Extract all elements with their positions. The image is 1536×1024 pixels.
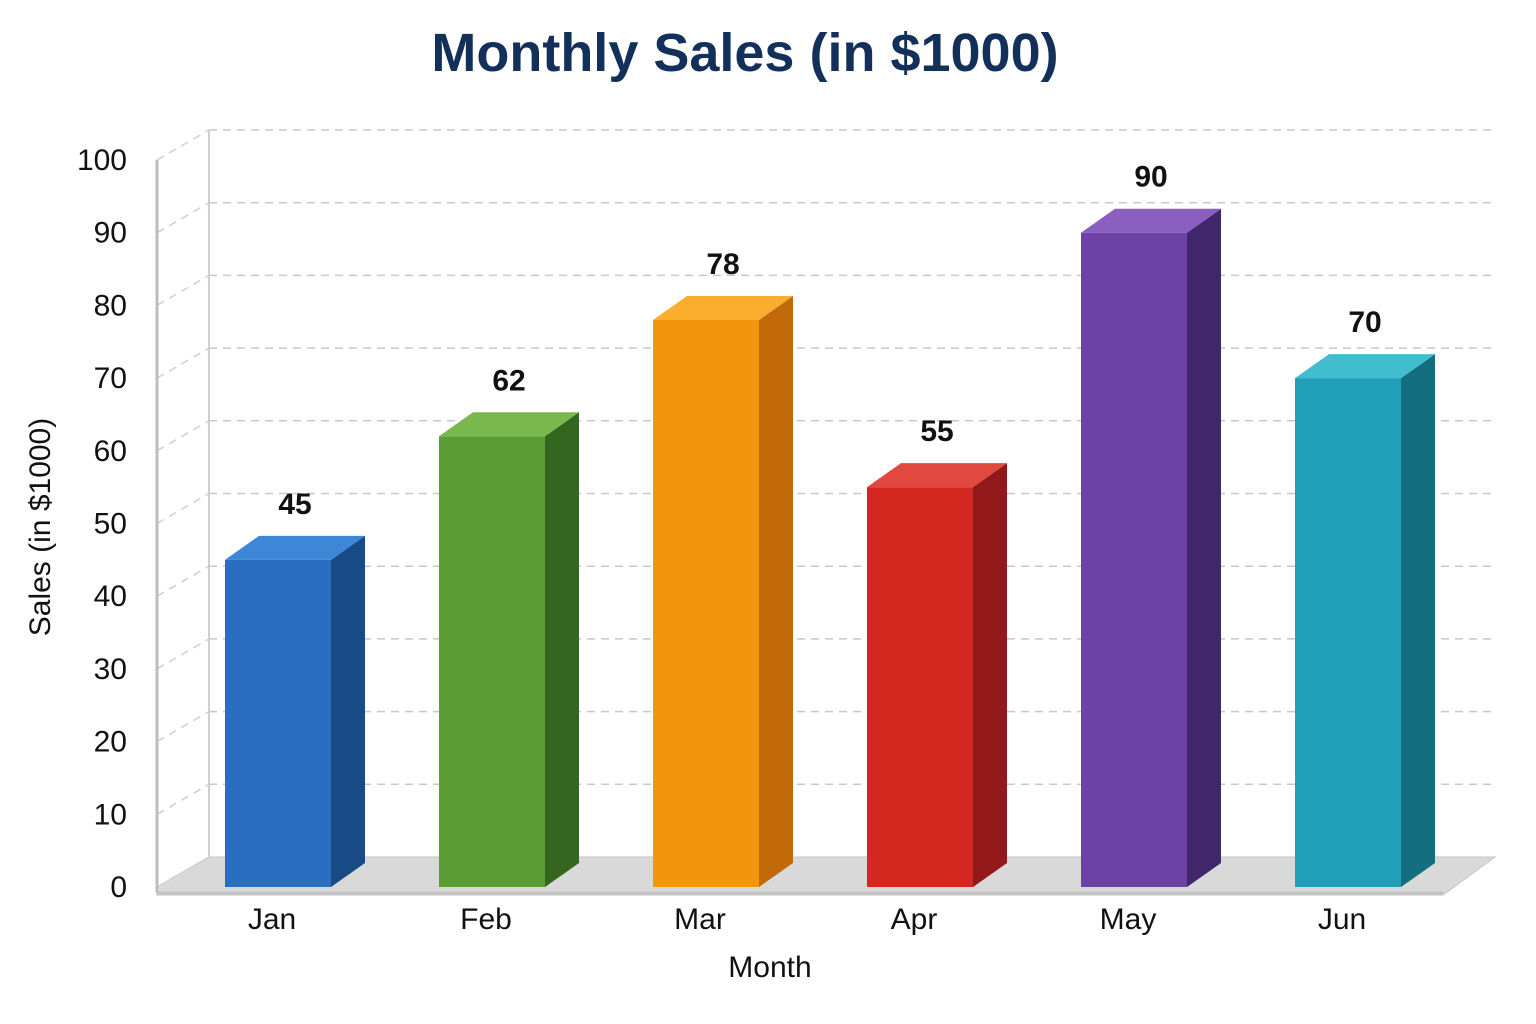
y-axis-title: Sales (in $1000) xyxy=(24,418,57,636)
data-label: 62 xyxy=(492,364,525,397)
x-tick-label: May xyxy=(1100,903,1157,936)
x-tick-label: Mar xyxy=(674,903,726,936)
bar-side xyxy=(973,463,1007,887)
bar-mar: 78 Mar xyxy=(653,248,793,936)
wall-gridline xyxy=(156,638,210,670)
wall-gridline xyxy=(156,783,210,815)
wall-gridline xyxy=(156,347,210,379)
data-label: 55 xyxy=(920,415,953,448)
y-tick-label: 100 xyxy=(77,144,127,177)
bar-front xyxy=(225,559,331,887)
wall-gridline xyxy=(156,565,210,597)
x-tick-label: Feb xyxy=(460,903,512,936)
bar-jun: 70 Jun xyxy=(1295,306,1435,936)
bar-side xyxy=(545,412,579,887)
wall-gridline xyxy=(156,274,210,307)
y-tick-label: 30 xyxy=(94,653,127,686)
chart-title: Monthly Sales (in $1000) xyxy=(431,23,1059,83)
data-label: 90 xyxy=(1134,161,1167,194)
bar-top xyxy=(653,295,793,320)
bar-feb: 62 Feb xyxy=(439,364,579,936)
bar-top xyxy=(867,463,1007,488)
y-tick-label: 0 xyxy=(110,871,127,904)
bar-top xyxy=(225,535,365,560)
bar-front xyxy=(1295,378,1401,887)
y-tick-label: 90 xyxy=(94,217,127,250)
bar-top xyxy=(1081,208,1221,233)
bar-top xyxy=(1295,354,1435,379)
data-label: 45 xyxy=(278,488,311,521)
bar-front xyxy=(653,319,759,887)
x-axis-title: Month xyxy=(728,951,811,984)
x-tick-label: Apr xyxy=(891,903,938,936)
y-tick-label: 80 xyxy=(94,289,127,322)
bar-side xyxy=(331,535,365,887)
data-label: 78 xyxy=(706,248,739,281)
bar-front xyxy=(439,436,545,887)
bar-apr: 55 Apr xyxy=(867,415,1007,936)
wall-gridline xyxy=(156,492,210,525)
wall-gridline xyxy=(156,710,210,743)
bar-front xyxy=(867,487,973,887)
y-tick-label: 50 xyxy=(94,508,127,541)
y-tick-label: 20 xyxy=(94,726,127,759)
bar-may: 90 May xyxy=(1081,161,1221,936)
bars: 45 Jan 62 Feb 78 Mar 55 Apr 90 May 70 Jun xyxy=(225,161,1435,936)
data-label: 70 xyxy=(1348,306,1381,339)
wall-gridline xyxy=(156,202,210,234)
y-tick-label: 10 xyxy=(94,798,127,831)
bar-top xyxy=(439,412,579,437)
y-tick-label: 40 xyxy=(94,580,127,613)
bar-side xyxy=(1401,354,1435,888)
y-tick-label: 70 xyxy=(94,362,127,395)
wall-gridline xyxy=(156,129,210,161)
x-tick-label: Jan xyxy=(248,903,296,936)
bar-jan: 45 Jan xyxy=(225,488,365,936)
bar-front xyxy=(1081,232,1187,887)
x-tick-label: Jun xyxy=(1318,903,1366,936)
gridlines: 0 10 20 30 40 50 60 70 80 90 100 xyxy=(77,129,1495,904)
bar-side xyxy=(1187,208,1221,887)
wall-gridline xyxy=(156,420,210,452)
bar-side xyxy=(759,295,793,887)
wall-gridline xyxy=(156,856,210,888)
y-tick-label: 60 xyxy=(94,435,127,468)
